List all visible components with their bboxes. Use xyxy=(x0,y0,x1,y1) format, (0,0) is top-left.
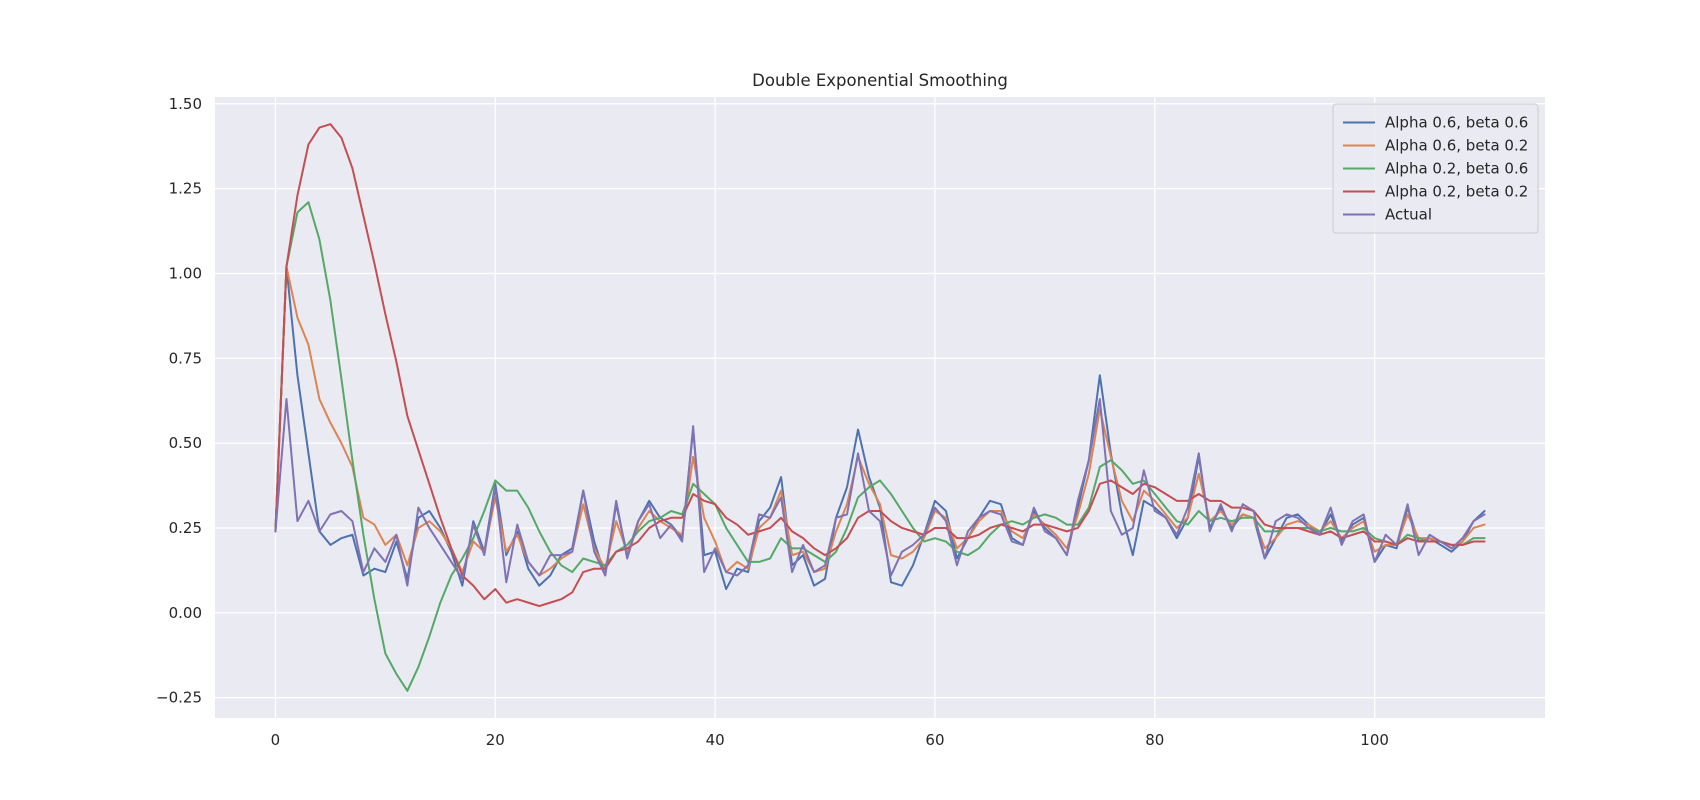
x-tick-label: 0 xyxy=(271,731,281,749)
x-tick-label: 80 xyxy=(1145,731,1164,749)
y-tick-label: 1.25 xyxy=(169,180,202,198)
series-line-5 xyxy=(274,398,1486,587)
series-line-4 xyxy=(274,123,1486,608)
series-lines xyxy=(274,123,1486,692)
legend-label: Alpha 0.6, beta 0.2 xyxy=(1385,137,1528,155)
legend: Alpha 0.6, beta 0.6 Alpha 0.6, beta 0.2 Al… xyxy=(1332,103,1539,234)
y-tick-label: 0.50 xyxy=(169,434,202,452)
x-tick-label: 20 xyxy=(486,731,505,749)
y-tick-label: 0.75 xyxy=(169,349,202,367)
y-tick-label: 0.25 xyxy=(169,519,202,537)
y-tick-label: 1.00 xyxy=(169,264,202,282)
y-tick-label: 0.00 xyxy=(169,604,202,622)
y-tick-label: −0.25 xyxy=(156,689,202,707)
series-line-3 xyxy=(274,201,1486,692)
legend-box xyxy=(1332,103,1539,234)
y-tick-label: 1.50 xyxy=(169,95,202,113)
legend-label: Alpha 0.2, beta 0.6 xyxy=(1385,160,1528,178)
legend-label: Actual xyxy=(1385,206,1432,224)
x-tick-label: 60 xyxy=(925,731,944,749)
chart-title: Double Exponential Smoothing xyxy=(752,71,1008,90)
legend-label: Alpha 0.2, beta 0.2 xyxy=(1385,183,1528,201)
x-tick-label: 100 xyxy=(1360,731,1389,749)
x-tick-label: 40 xyxy=(706,731,725,749)
axis-ticks: 0 20 40 60 80 100 −0.25 0.00 0.25 0.50 0.75 1.00 1.2… xyxy=(156,95,1389,749)
legend-label: Alpha 0.6, beta 0.6 xyxy=(1385,114,1528,132)
